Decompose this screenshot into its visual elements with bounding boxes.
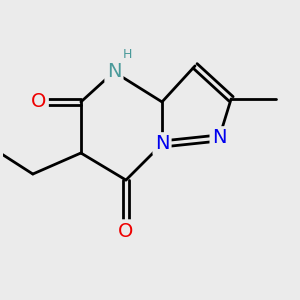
Text: H: H	[122, 48, 132, 61]
Text: N: N	[107, 62, 121, 81]
Text: O: O	[31, 92, 46, 111]
Text: O: O	[118, 222, 134, 241]
Text: N: N	[155, 134, 169, 154]
Text: N: N	[212, 128, 226, 148]
